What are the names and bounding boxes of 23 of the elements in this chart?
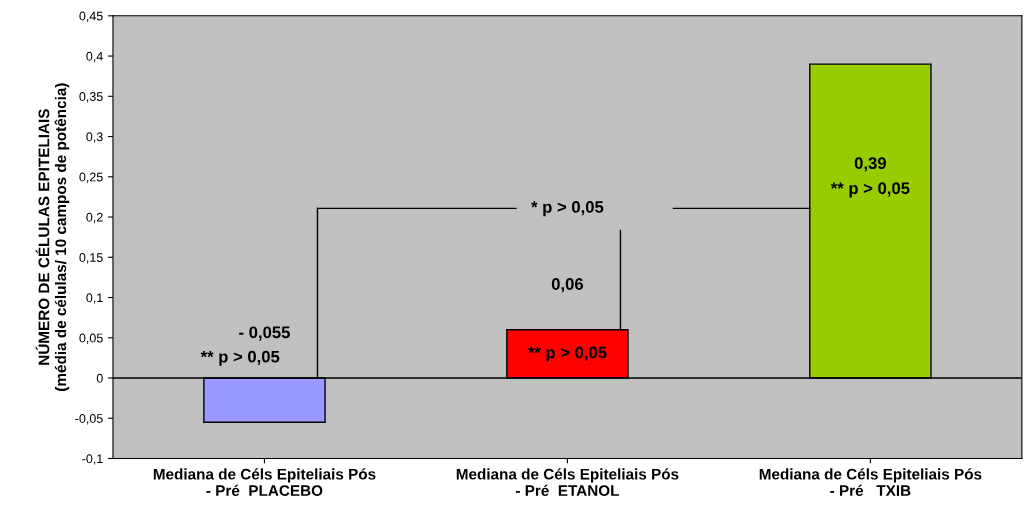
data-label: 0,06 bbox=[551, 278, 584, 293]
data-label: 0,39 bbox=[854, 157, 886, 172]
x-tick-label: Mediana de Céls Epiteliais Pós - Pré ETANOL bbox=[456, 468, 679, 497]
y-tick-label: 0,2 bbox=[86, 212, 103, 224]
y-tick-label: 0,25 bbox=[79, 172, 103, 183]
y-tick-label: 0 bbox=[96, 373, 103, 383]
y-axis-title: NÚMERO DE CÉLULAS EPITELIAIS (média de células/ 10 campos de potência) bbox=[35, 83, 70, 391]
y-tick-label: 0,1 bbox=[86, 293, 103, 304]
y-tick-label: 0,15 bbox=[79, 253, 103, 264]
y-tick-label: 0,35 bbox=[79, 92, 103, 103]
y-tick-label: 0,3 bbox=[86, 132, 103, 143]
x-tick-label: Mediana de Céls Epiteliais Pós - Pré PLACEBO bbox=[153, 468, 376, 497]
y-tick-label: 0,45 bbox=[79, 11, 103, 22]
y-tick-label: -0,1 bbox=[82, 454, 103, 465]
data-label: - 0,055 bbox=[239, 326, 290, 341]
x-tick-label: Mediana de Céls Epiteliais Pós - Pré TXIB bbox=[759, 468, 982, 497]
y-tick-label: -0,05 bbox=[75, 414, 103, 425]
annotation: ** p > 0,05 bbox=[527, 346, 607, 362]
y-tick-label: 0,4 bbox=[86, 51, 103, 63]
annotation: ** p > 0,05 bbox=[830, 182, 910, 198]
annotation: * p > 0,05 bbox=[531, 201, 604, 217]
annotation: ** p > 0,05 bbox=[200, 350, 280, 366]
y-tick-label: 0,05 bbox=[79, 333, 103, 344]
